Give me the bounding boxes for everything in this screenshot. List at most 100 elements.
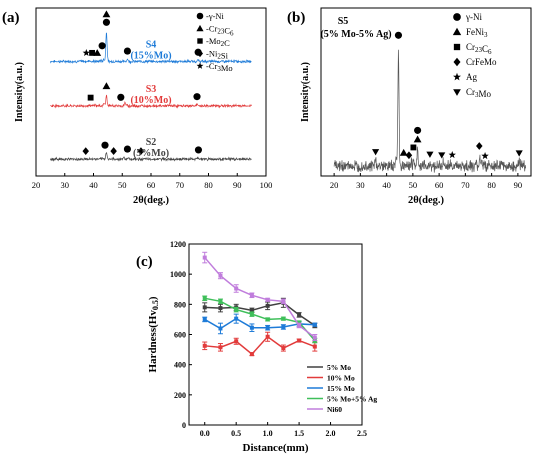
x-tick-label-b: 90 — [514, 180, 523, 190]
peak-marker-circle — [193, 93, 201, 101]
legend-label-b: Ag — [466, 72, 477, 82]
x-tick-label-a: 50 — [118, 180, 127, 190]
legend-label-c: 15% Mo — [327, 384, 355, 393]
peak-marker-circle — [117, 93, 125, 101]
peak-marker-diamond — [476, 142, 483, 150]
data-point — [297, 312, 302, 317]
data-point — [234, 316, 239, 321]
data-point — [218, 306, 223, 311]
peak-marker-circle — [102, 18, 111, 26]
peak-marker-square — [87, 94, 94, 101]
legend-label-b: CrFeMo — [466, 57, 497, 67]
legend-label-b: Cr23C6 — [466, 42, 492, 56]
data-point — [218, 299, 223, 304]
legend-marker-b — [453, 13, 461, 21]
legend-label-a: -Cr3Mo — [206, 61, 233, 73]
data-point — [297, 338, 302, 343]
legend-label-c: 10% Mo — [327, 374, 355, 383]
peak-marker-circle — [394, 31, 403, 39]
xrd-line-S2 — [50, 152, 252, 162]
x-tick-label-a: 80 — [204, 180, 213, 190]
x-axis-label-b: 2θ(deg.) — [408, 195, 445, 206]
hardness-line-5% Mo — [204, 302, 316, 327]
legend-marker-a — [196, 62, 204, 69]
peak-marker-diamond — [137, 147, 145, 156]
hardness-line-15% Mo — [204, 317, 315, 330]
data-point — [281, 346, 286, 351]
data-point — [297, 323, 302, 328]
data-point — [281, 316, 286, 321]
panel-label-a: (a) — [2, 10, 20, 26]
y-tick-label-c: 1000 — [170, 270, 186, 279]
panel-label-c: (c) — [136, 254, 153, 270]
chart-title-b: S5 — [338, 16, 349, 27]
xrd-line-S5 — [333, 49, 526, 173]
x-axis-label-c: Distance(mm) — [243, 442, 309, 454]
series-sub-S4: (15%Mo) — [130, 50, 171, 61]
peak-marker-triangle — [413, 135, 422, 143]
legend-marker-a — [197, 49, 203, 58]
peak-marker-circle — [194, 146, 203, 154]
peak-marker-diamond — [82, 147, 89, 156]
panel-b: (b) 20 30 40 50 60 70 80 90 2θ(deg.) Intensity(a.u… — [287, 7, 532, 206]
data-point — [234, 307, 239, 312]
peak-marker-circle — [98, 42, 106, 50]
plot-frame-b — [320, 7, 532, 177]
y-axis-label-a: Intensity(a.u.) — [14, 62, 25, 122]
x-tick-label-b: 40 — [382, 180, 391, 190]
legend-marker-b — [452, 27, 462, 36]
x-axis-label-a: 2θ(deg.) — [133, 195, 170, 206]
legend-marker-a — [197, 38, 203, 44]
legend-marker-b — [453, 72, 461, 81]
data-point — [297, 320, 302, 325]
legend-label-b: FeNi3 — [466, 27, 488, 39]
data-point — [218, 326, 223, 331]
x-tick-label-a: 30 — [61, 180, 70, 190]
data-point — [281, 299, 286, 304]
x-tick-label-b: 80 — [487, 180, 496, 190]
data-point — [281, 324, 286, 329]
x-tick-label-b: 20 — [330, 180, 339, 190]
data-point — [202, 343, 207, 348]
peak-marker-diamond — [405, 151, 413, 160]
hardness-line-10% Mo — [204, 335, 316, 356]
x-tick-label-b: 70 — [461, 180, 470, 190]
data-point — [234, 339, 239, 344]
data-point — [218, 345, 223, 350]
legend-label-a: -γ-Ni — [206, 11, 225, 21]
x-tick-label-c: 0.5 — [231, 429, 241, 438]
peak-marker-triangle — [102, 10, 111, 18]
data-point — [312, 322, 317, 327]
xrd-line-S4 — [50, 32, 252, 65]
peak-marker-circle — [101, 141, 109, 149]
series-label-S4: S4 — [146, 39, 157, 50]
data-point — [265, 297, 270, 302]
series-sub-S2: (5%Mo) — [133, 148, 169, 159]
peak-marker-triangle — [399, 148, 408, 156]
data-point — [202, 296, 207, 301]
y-tick-label-c: 1200 — [170, 240, 186, 249]
panel-a: (a) 20 30 40 50 60 70 80 90 100 2θ(deg.) Intensity(… — [2, 7, 273, 206]
x-tick-label-c: 1.5 — [294, 429, 304, 438]
x-tick-label-a: 100 — [260, 180, 273, 190]
peak-marker-triangle-down — [438, 152, 446, 159]
x-tick-label-a: 20 — [32, 180, 41, 190]
panel-label-b: (b) — [287, 10, 305, 26]
y-tick-label-c: 600 — [174, 331, 186, 340]
data-point — [202, 305, 207, 310]
y-axis-label-c: Hardness(Hv0.5) — [147, 296, 160, 372]
hardness-line-Ni60 — [204, 257, 316, 339]
legend-label-c: Ni60 — [327, 405, 342, 414]
legend-marker-a — [196, 12, 204, 20]
y-tick-label-c: 200 — [174, 391, 186, 400]
peak-marker-triangle-down — [515, 150, 523, 157]
peak-marker-triangle-down — [426, 151, 434, 158]
legend-label-b: Cr3Mo — [466, 87, 492, 99]
x-tick-label-b: 50 — [409, 180, 418, 190]
x-tick-label-c: 2.5 — [357, 429, 367, 438]
y-tick-label-c: 800 — [174, 300, 186, 309]
data-point — [265, 317, 270, 322]
legend-label-a: -Mo2C — [206, 36, 230, 48]
x-tick-label-a: 40 — [89, 180, 98, 190]
